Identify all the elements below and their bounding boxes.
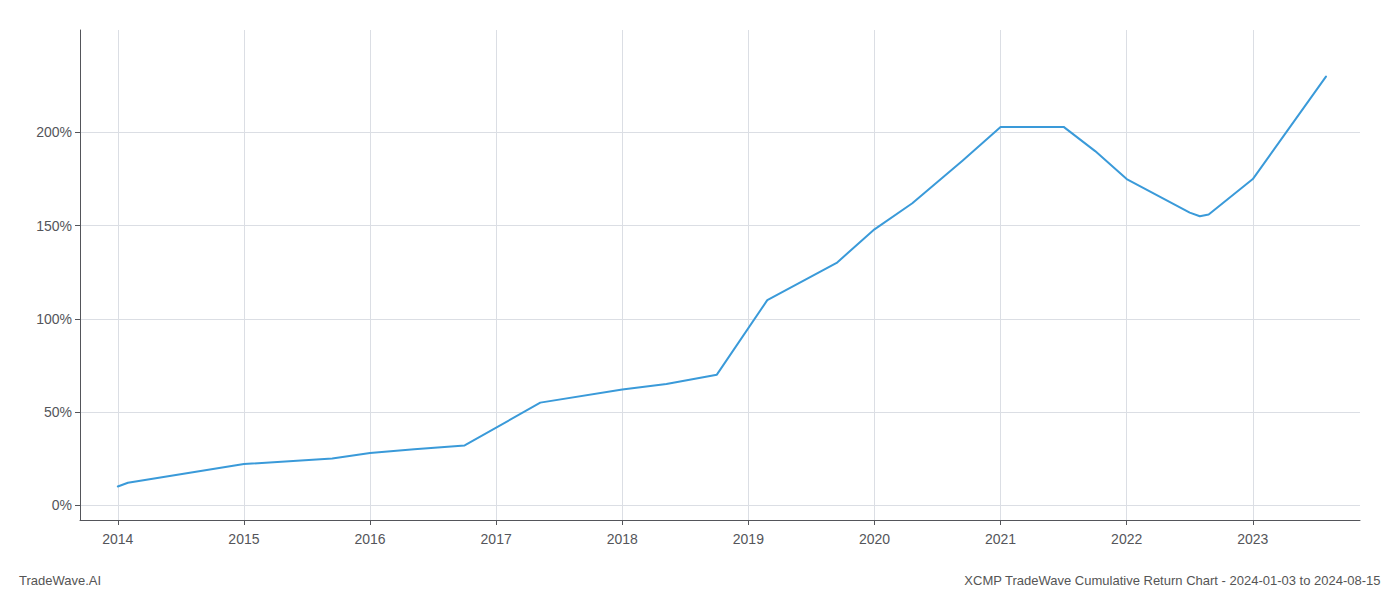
svg-text:100%: 100%: [36, 311, 72, 327]
svg-text:2014: 2014: [102, 531, 133, 547]
svg-text:150%: 150%: [36, 218, 72, 234]
svg-text:2017: 2017: [481, 531, 512, 547]
svg-text:2022: 2022: [1111, 531, 1142, 547]
svg-text:2018: 2018: [607, 531, 638, 547]
svg-text:XCMP TradeWave Cumulative Retu: XCMP TradeWave Cumulative Return Chart -…: [964, 573, 1380, 588]
svg-text:TradeWave.AI: TradeWave.AI: [19, 573, 101, 588]
svg-text:2023: 2023: [1237, 531, 1268, 547]
svg-text:50%: 50%: [44, 404, 72, 420]
svg-text:2019: 2019: [733, 531, 764, 547]
svg-text:2021: 2021: [985, 531, 1016, 547]
svg-text:200%: 200%: [36, 124, 72, 140]
svg-text:2020: 2020: [859, 531, 890, 547]
svg-text:2015: 2015: [228, 531, 259, 547]
svg-text:2016: 2016: [354, 531, 385, 547]
svg-text:0%: 0%: [52, 497, 72, 513]
